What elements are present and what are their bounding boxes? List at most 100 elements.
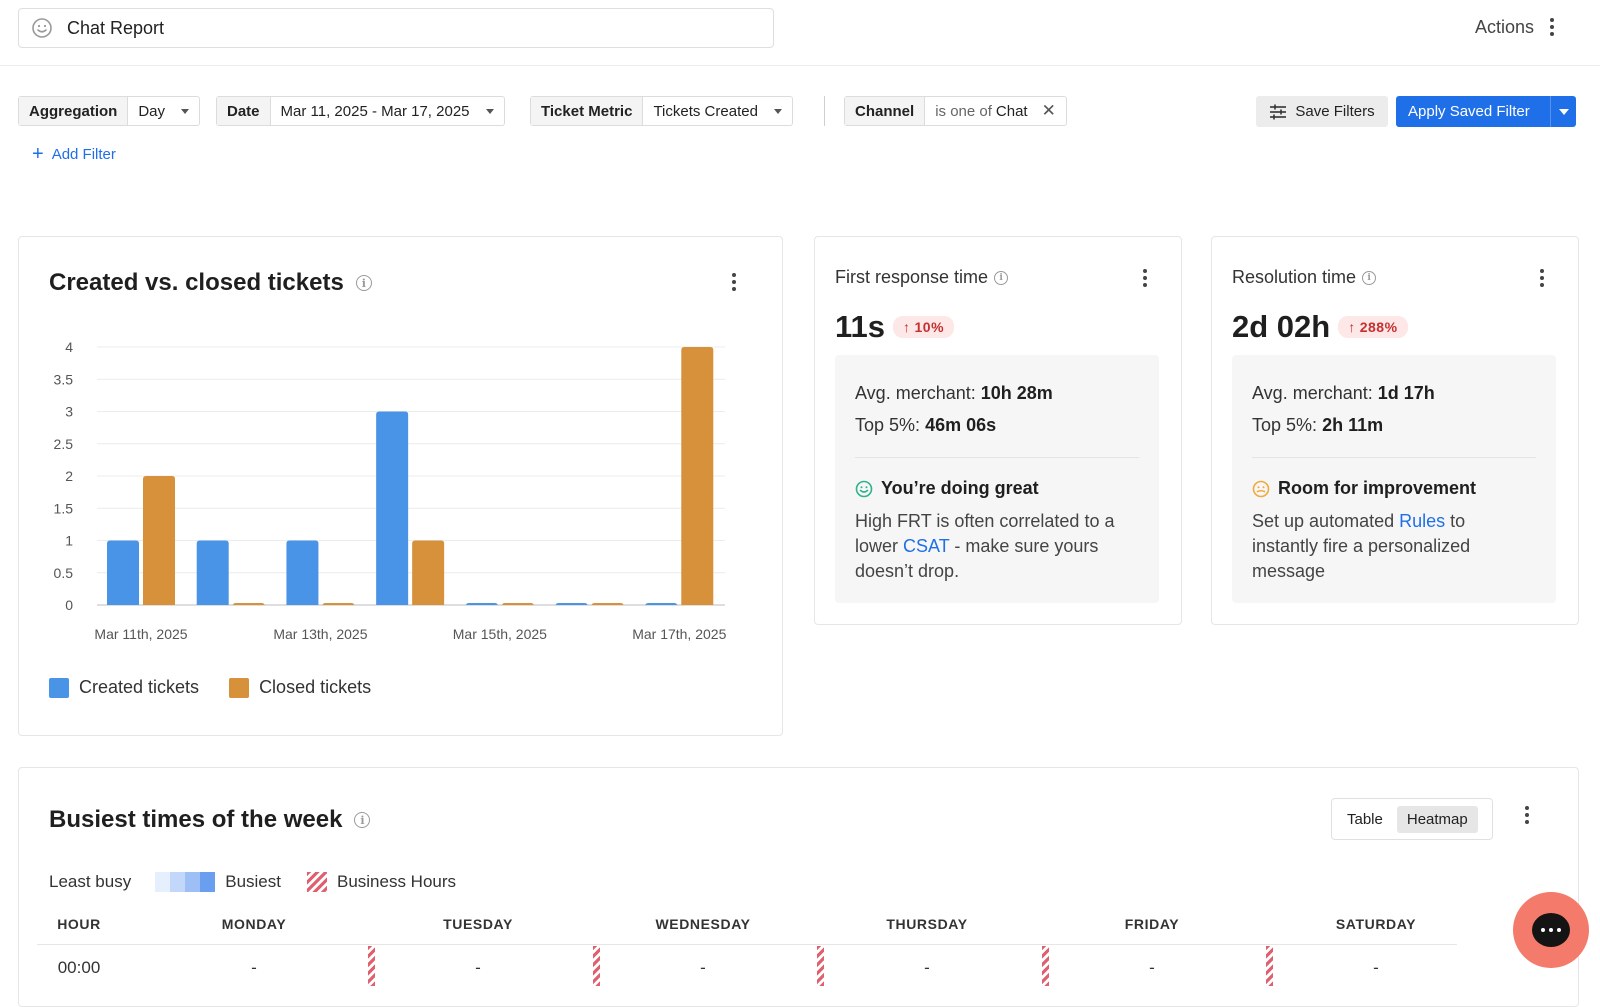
legend-busiest: Busiest (225, 872, 281, 891)
more-vertical-icon[interactable] (1137, 267, 1153, 289)
x-tick-label: Mar 11th, 2025 (94, 626, 187, 642)
status-text: You’re doing great (881, 478, 1039, 498)
more-vertical-icon[interactable] (1519, 804, 1535, 826)
metric-title: First response time (835, 267, 989, 287)
avg-merchant-row: Avg. merchant: 1d 17h (1252, 377, 1536, 409)
heat-cell: - (251, 958, 257, 977)
apply-saved-filter-label[interactable]: Apply Saved Filter (1408, 103, 1530, 120)
chat-launcher-button[interactable] (1513, 892, 1589, 968)
filter-value[interactable]: Tickets Created (643, 97, 791, 125)
heatmap-legend: Least busy Busiest Business Hours (49, 872, 456, 892)
bar-created (555, 603, 588, 606)
filter-key: Channel (845, 97, 926, 125)
legend-swatch (49, 677, 69, 698)
body-text: to instantly fire a personalized message (1252, 511, 1471, 581)
caret-down-icon (181, 108, 190, 114)
apply-saved-filter-button[interactable]: Apply Saved Filter (1396, 96, 1576, 127)
bar-created (465, 603, 498, 606)
business-hours-marker (1042, 946, 1049, 986)
apply-saved-dropdown-toggle[interactable] (1550, 96, 1576, 127)
rules-link[interactable]: Rules (1399, 511, 1446, 531)
legend-label: Created tickets (79, 677, 200, 697)
heat-cell: - (475, 958, 481, 977)
info-icon[interactable]: i (355, 275, 372, 291)
busiest-title: Busiest times of the week (49, 806, 343, 833)
sliders-icon (1270, 104, 1287, 119)
y-tick-label: 2 (65, 468, 73, 484)
filter-value[interactable]: is one of Chat ✕ (925, 97, 1066, 125)
column-header: HOUR (57, 916, 101, 932)
hour-cell: 00:00 (57, 958, 101, 977)
status-text: Room for improvement (1278, 478, 1477, 498)
toggle-heatmap[interactable]: Heatmap (1396, 805, 1478, 833)
close-icon[interactable]: ✕ (1041, 101, 1056, 120)
legend-swatch (229, 677, 250, 698)
legend-item-created[interactable]: Created tickets (49, 677, 199, 698)
bar-closed (412, 540, 445, 605)
top-percent-row: Top 5%: 2h 11m (1252, 409, 1536, 441)
filter-value[interactable]: Day (128, 97, 199, 125)
metric-value-row: 2d 02h ↑ 288% (1232, 309, 1408, 345)
avg-value: 10h 28m (980, 383, 1053, 403)
resolution-time-card: Resolution time i 2d 02h ↑ 288% Avg. merc… (1211, 236, 1579, 625)
body-text: Set up automated (1252, 511, 1400, 531)
actions-label[interactable]: Actions (1474, 16, 1534, 37)
filter-channel[interactable]: Channel is one of Chat ✕ (844, 96, 1067, 126)
more-vertical-icon[interactable] (1544, 16, 1560, 38)
chart-legend: Created tickets Closed tickets (49, 677, 371, 698)
smiley-icon[interactable] (31, 17, 53, 39)
csat-link[interactable]: CSAT (903, 536, 950, 556)
filter-key: Ticket Metric (531, 97, 644, 125)
x-tick-label: Mar 13th, 2025 (273, 626, 367, 642)
change-badge: ↑ 288% (1338, 316, 1408, 338)
change-value: 10% (914, 319, 945, 335)
benchmark-panel: Avg. merchant: 1d 17h Top 5%: 2h 11m Roo… (1232, 355, 1556, 603)
change-value: 288% (1359, 319, 1398, 335)
caret-down-icon (773, 108, 782, 114)
caret-down-icon (485, 108, 494, 114)
more-vertical-icon[interactable] (1534, 267, 1550, 289)
info-icon[interactable]: i (994, 270, 1009, 285)
more-vertical-icon[interactable] (726, 271, 742, 293)
business-hours-marker (1266, 946, 1273, 986)
filter-ticket-metric[interactable]: Ticket Metric Tickets Created (530, 96, 793, 126)
bar-closed (232, 603, 265, 606)
report-title-field[interactable]: Chat Report (18, 8, 774, 48)
bar-closed (681, 347, 714, 605)
actions-menu[interactable]: Actions (1475, 16, 1560, 38)
save-filters-button[interactable]: Save Filters (1256, 96, 1388, 127)
top-percent-row: Top 5%: 46m 06s (855, 409, 1139, 441)
legend-least-busy: Least busy (49, 872, 132, 891)
filter-date[interactable]: Date Mar 11, 2025 - Mar 17, 2025 (216, 96, 505, 126)
column-header: FRIDAY (1124, 916, 1180, 932)
filter-aggregation[interactable]: Aggregation Day (18, 96, 201, 126)
heatmap-header: HOUR MONDAY TUESDAY WEDNESDAY THURSDAY F… (19, 916, 1459, 940)
info-icon[interactable]: i (1362, 270, 1377, 285)
legend-item-closed[interactable]: Closed tickets (229, 677, 371, 698)
change-badge: ↑ 10% (893, 316, 955, 338)
toggle-table[interactable]: Table (1347, 810, 1383, 828)
y-tick-label: 3.5 (54, 371, 74, 387)
top-value: 2h 11m (1322, 415, 1384, 435)
bar-closed (501, 603, 534, 606)
status-body: Set up automated Rules to instantly fire… (1252, 509, 1536, 584)
header-divider (37, 944, 1457, 945)
report-title[interactable]: Chat Report (67, 17, 165, 38)
column-header: TUESDAY (443, 916, 513, 932)
heat-cell: - (700, 958, 706, 977)
add-filter-button[interactable]: + Add Filter (32, 144, 116, 164)
top-value: 46m 06s (925, 415, 997, 435)
avg-label: Avg. merchant: (1252, 383, 1373, 403)
channel-operator: is one of (935, 102, 992, 120)
status-heading: You’re doing great (855, 478, 1139, 499)
filter-key: Date (217, 97, 271, 125)
filter-value[interactable]: Mar 11, 2025 - Mar 17, 2025 (271, 97, 504, 125)
x-tick-label: Mar 15th, 2025 (453, 626, 547, 642)
metric-value: 2d 02h (1232, 309, 1331, 344)
body-text: - make sure yours doesn’t drop. (855, 536, 1099, 581)
info-icon[interactable]: i (354, 812, 371, 828)
body-text: High FRT is often correlated to a lower (855, 511, 1115, 556)
divider (1252, 457, 1536, 458)
top-label: Top 5%: (1252, 415, 1318, 435)
table-row: 00:00 - - - - - - (19, 958, 1459, 984)
